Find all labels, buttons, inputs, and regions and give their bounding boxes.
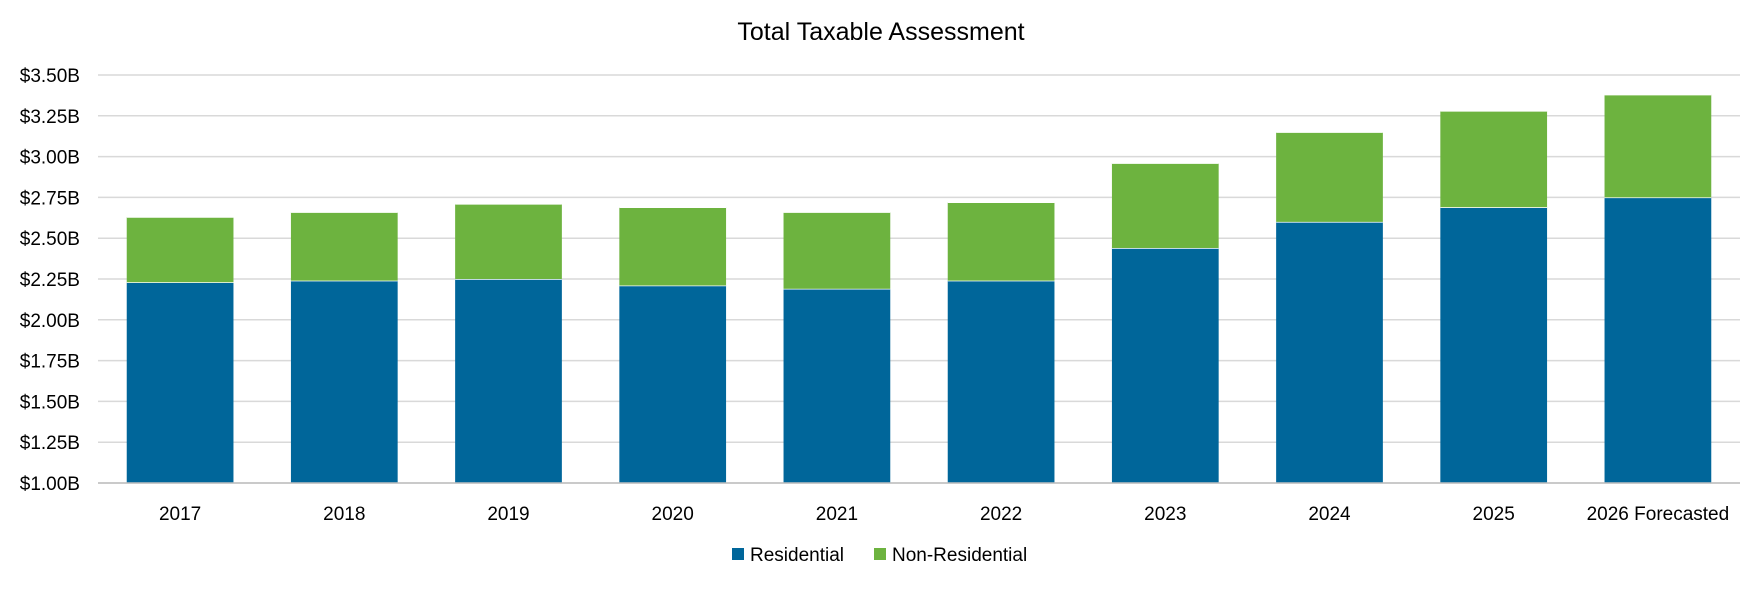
bar-residential <box>1604 197 1712 483</box>
x-tick-label: 2017 <box>159 504 201 525</box>
y-axis: $1.00B $1.25B $1.50B $1.75B $2.00B $2.25B $2.5… <box>20 66 80 495</box>
bar-non-residential <box>947 202 1055 281</box>
legend-label: Non-Residential <box>892 545 1027 566</box>
y-tick-label: $3.25B <box>20 107 80 128</box>
x-tick-label: 2026 Forecasted <box>1587 504 1730 525</box>
bar-group <box>947 201 1055 483</box>
bar-non-residential <box>1276 132 1383 222</box>
x-tick-label: 2023 <box>1144 504 1186 525</box>
bar-group <box>290 211 398 483</box>
x-tick-label: 2024 <box>1308 504 1351 525</box>
bar-group <box>1111 162 1219 483</box>
bar-non-residential <box>126 216 234 283</box>
legend-item: Residential <box>732 545 844 566</box>
x-tick-label: 2020 <box>652 504 694 525</box>
bar-group <box>783 211 891 483</box>
bar-residential <box>126 282 234 483</box>
x-tick-label: 2025 <box>1473 504 1515 525</box>
chart-title: Total Taxable Assessment <box>737 18 1024 46</box>
legend: Residential Non-Residential <box>732 545 1027 566</box>
x-tick-label: 2022 <box>980 504 1022 525</box>
bar-group <box>1440 110 1548 483</box>
bar-residential <box>783 288 891 483</box>
bars <box>126 93 1712 483</box>
bar-residential <box>947 280 1055 483</box>
x-tick-label: 2018 <box>323 504 365 525</box>
bar-non-residential <box>1604 94 1712 198</box>
y-tick-label: $3.50B <box>20 66 80 87</box>
bar-group <box>1604 93 1712 483</box>
bar-non-residential <box>783 212 891 289</box>
legend-swatch <box>732 548 744 560</box>
bar-group <box>619 206 727 483</box>
y-tick-label: $2.75B <box>20 188 80 209</box>
y-tick-label: $2.50B <box>20 229 80 250</box>
bar-group <box>126 216 234 483</box>
y-tick-label: $2.25B <box>20 270 80 291</box>
bar-non-residential <box>1440 110 1548 208</box>
bar-group <box>455 203 562 483</box>
legend-item: Non-Residential <box>874 545 1027 566</box>
bar-residential <box>1111 247 1219 483</box>
x-tick-label: 2021 <box>816 504 858 525</box>
bar-group <box>1276 131 1383 483</box>
x-tick-label: 2019 <box>487 504 529 525</box>
bar-non-residential <box>455 203 562 279</box>
bar-residential <box>1440 207 1548 483</box>
bar-residential <box>619 285 727 483</box>
y-tick-label: $1.50B <box>20 392 80 413</box>
bar-non-residential <box>619 207 727 286</box>
legend-swatch <box>874 548 886 560</box>
bar-residential <box>290 280 398 483</box>
bar-residential <box>455 279 562 483</box>
y-tick-label: $2.00B <box>20 311 80 332</box>
bar-non-residential <box>290 212 398 281</box>
bar-residential <box>1276 221 1383 483</box>
y-tick-label: $1.75B <box>20 352 80 373</box>
bar-non-residential <box>1111 163 1219 248</box>
x-axis: 2017 2018 2019 2020 2021 2022 2023 2024 2025 2026… <box>98 482 1740 525</box>
y-tick-label: $1.00B <box>20 474 80 495</box>
y-tick-label: $1.25B <box>20 433 80 454</box>
legend-label: Residential <box>750 545 844 566</box>
y-tick-label: $3.00B <box>20 148 80 169</box>
